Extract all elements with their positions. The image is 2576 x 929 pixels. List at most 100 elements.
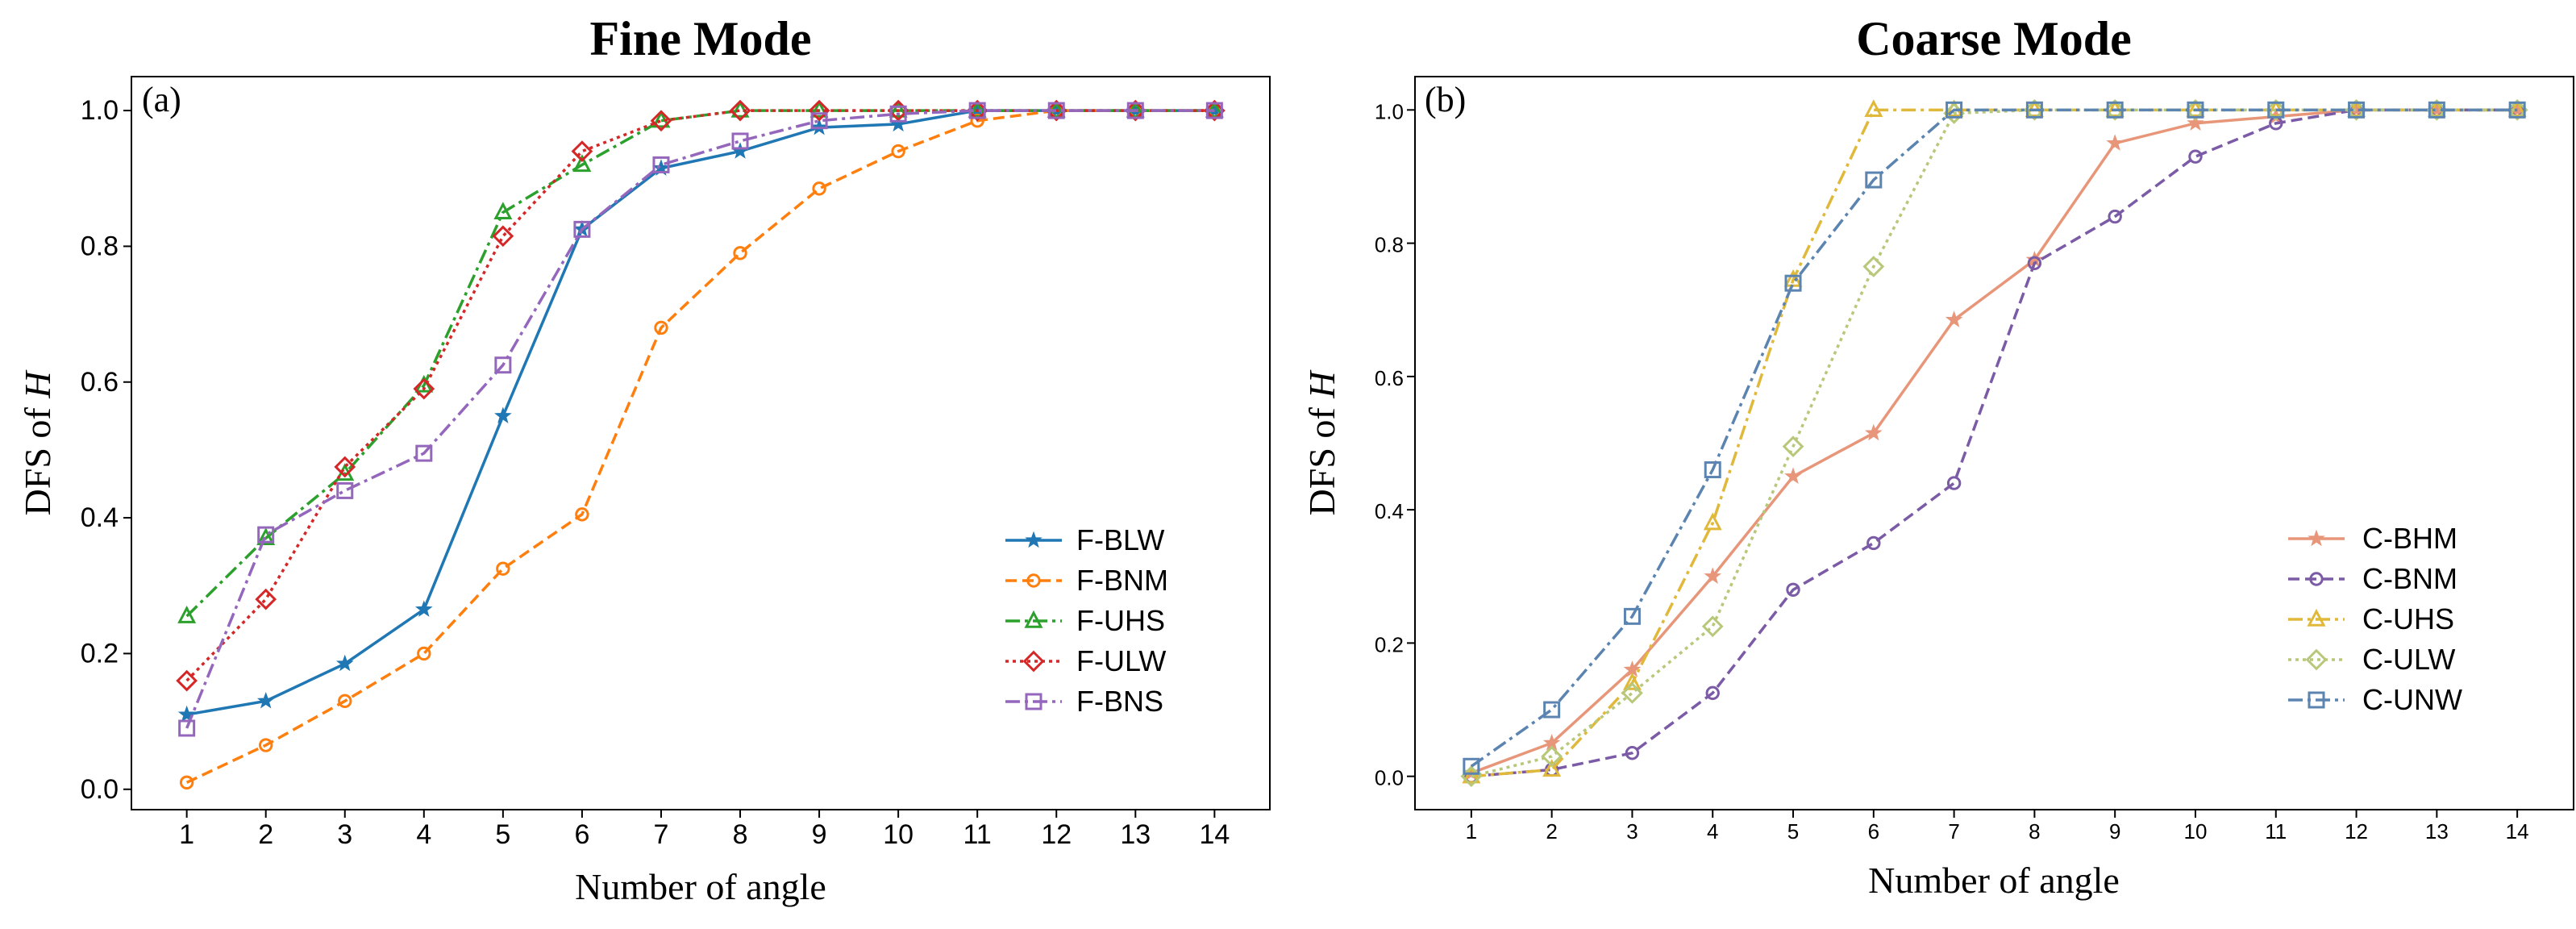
data-point-f-bns (494, 356, 512, 374)
x-tick-label: 7 (1948, 819, 1959, 844)
x-tick-label: 11 (963, 819, 992, 850)
data-point-c-unw (2187, 101, 2204, 119)
legend-label: C-UNW (2362, 683, 2462, 716)
data-point-f-ulw (729, 99, 751, 122)
x-tick-label: 10 (883, 819, 913, 850)
data-point-c-bnm (2027, 256, 2042, 271)
data-point-f-bns (336, 481, 354, 499)
data-point-f-bnm (338, 694, 352, 709)
legend-item-c-unw: C-UNW (2288, 683, 2462, 716)
x-tick-label: 1 (1466, 819, 1477, 844)
x-tick-label: 6 (574, 819, 589, 850)
data-point-c-ulw (1862, 256, 1885, 277)
data-point-f-uhs (572, 154, 592, 173)
series-layer (1460, 98, 2528, 788)
data-point-c-unw (1623, 607, 1641, 625)
legend-marker (1026, 573, 1041, 588)
y-tick-label: 0.4 (1375, 499, 1404, 523)
data-point-c-uhs (1864, 99, 1883, 118)
legend-item-f-blw: F-BLW (1005, 523, 1164, 556)
chart-title: Fine Mode (590, 12, 812, 65)
legend-label: C-BHM (2362, 522, 2457, 555)
data-point-f-uhs (809, 99, 829, 118)
data-point-c-unw (2106, 101, 2124, 119)
x-tick-label: 2 (1546, 819, 1557, 844)
y-tick-label: 0.0 (81, 774, 119, 805)
panel-fine-mode: Fine Mode (a) 1 2 3 4 5 6 7 8 9 10 11 12 13 14 0.00.2… (17, 12, 1271, 907)
y-tick-label: 0.6 (81, 367, 119, 398)
data-point-f-bns (257, 526, 275, 544)
data-point-f-bns (573, 220, 591, 238)
plot-frame (1414, 76, 2574, 810)
x-tick-label: 7 (654, 819, 669, 850)
data-point-c-unw (2267, 101, 2285, 119)
data-point-f-bns (968, 102, 986, 119)
series-line-c-ulw (1471, 108, 2518, 778)
series-c-uhs (1462, 99, 2527, 784)
data-point-f-ulw (413, 377, 435, 400)
data-point-f-ulw (255, 588, 277, 610)
x-axis-label: Number of angle (575, 866, 826, 907)
legend-item-f-uhs: F-UHS (1005, 604, 1165, 637)
x-axis-label: Number of angle (1868, 860, 2120, 901)
y-tick-label: 0.6 (1375, 366, 1404, 390)
legend-label: C-UHS (2362, 602, 2454, 635)
data-point-f-bns (178, 719, 196, 737)
x-tick-label: 4 (1707, 819, 1718, 844)
data-point-c-uhs (1703, 512, 1722, 531)
legend-label: F-BLW (1076, 523, 1164, 556)
series-f-bns (178, 102, 1223, 737)
data-point-f-blw (335, 654, 354, 672)
data-point-f-ulw (650, 110, 672, 132)
legend-marker (2305, 648, 2328, 671)
x-tick-label: 5 (495, 819, 510, 850)
data-point-f-bnm (258, 738, 273, 752)
data-point-f-ulw (571, 140, 593, 162)
series-line-f-blw (186, 109, 1215, 716)
series-c-unw (1463, 101, 2526, 775)
data-point-f-bns (810, 112, 828, 130)
panel-label: (b) (1425, 80, 1466, 119)
data-point-f-bns (731, 132, 749, 150)
data-point-c-unw (2508, 101, 2526, 119)
series-line-f-bns (185, 109, 1215, 729)
chart-title: Coarse Mode (1856, 12, 2132, 65)
legend-label: F-UHS (1076, 604, 1165, 637)
y-axis-ticks: 0.0 0.2 0.4 0.6 0.8 1.0 (81, 95, 131, 805)
data-point-f-ulw (492, 225, 514, 248)
series-f-ulw (176, 99, 1226, 692)
x-tick-label: 5 (1787, 819, 1799, 844)
data-point-c-bhm (2106, 134, 2124, 151)
data-point-f-blw (810, 118, 828, 135)
data-point-f-bns (1126, 102, 1144, 119)
x-tick-label: 14 (2506, 819, 2529, 844)
x-tick-label: 13 (1120, 819, 1151, 850)
data-point-c-bhm (1945, 310, 1963, 327)
x-tick-label: 2 (258, 819, 273, 850)
panel-coarse-mode: Coarse Mode (b) 1 2 3 4 5 6 7 8 9 10 11 12 13 14 0.00… (1301, 12, 2574, 901)
data-point-f-blw (256, 691, 275, 709)
legend-item-f-ulw: F-ULW (1005, 644, 1166, 677)
x-tick-label: 3 (1626, 819, 1638, 844)
panel-label: (a) (142, 80, 181, 119)
data-point-f-blw (731, 142, 749, 159)
legend-item-c-ulw: C-ULW (2288, 643, 2455, 676)
y-tick-label: 0.4 (81, 502, 119, 533)
data-point-f-uhs (493, 202, 513, 220)
x-tick-label: 12 (1041, 819, 1072, 850)
data-point-f-bnm (654, 320, 668, 335)
series-c-bnm (1464, 102, 2524, 784)
legend-label: C-ULW (2362, 643, 2455, 676)
y-tick-label: 1.0 (1375, 99, 1404, 123)
data-point-c-unw (2348, 101, 2366, 119)
x-tick-label: 14 (1199, 819, 1230, 850)
y-tick-label: 0.8 (81, 231, 119, 261)
x-tick-label: 12 (2345, 819, 2368, 844)
data-point-f-bnm (417, 646, 431, 661)
data-point-c-unw (1543, 701, 1561, 719)
y-tick-label: 1.0 (81, 95, 119, 126)
data-point-c-bhm (1784, 467, 1802, 485)
data-point-c-bnm (2188, 149, 2203, 164)
data-point-c-bnm (1786, 582, 1800, 597)
